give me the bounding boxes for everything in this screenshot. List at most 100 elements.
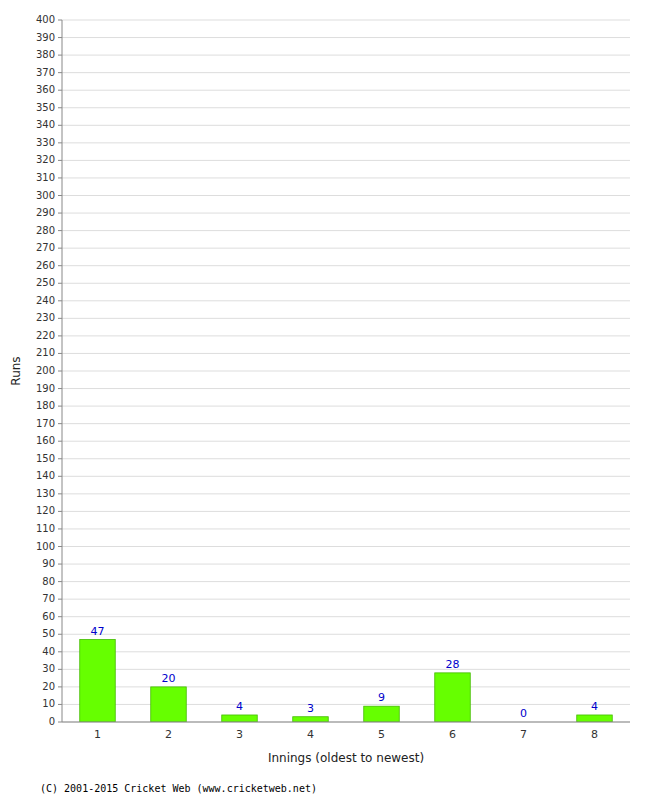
grid-line [62,546,630,547]
grid-line [62,248,630,249]
y-tick [58,72,62,73]
y-axis: 0102030405060708090100110120130140150160… [36,14,62,727]
bar [293,717,329,722]
bars [80,640,613,722]
y-tick-label: 400 [36,14,55,25]
x-tick-label: 4 [307,728,314,741]
x-tick-label: 8 [591,728,598,741]
y-tick [58,511,62,512]
y-tick-label: 40 [42,646,55,657]
y-tick [58,177,62,178]
x-tick-label: 1 [94,728,101,741]
y-tick-label: 330 [36,137,55,148]
data-label: 47 [91,625,105,638]
grid-line [62,177,630,178]
grid-line [62,616,630,617]
grid-line [62,195,630,196]
y-tick [58,669,62,670]
data-label: 3 [307,702,314,715]
y-tick-label: 270 [36,242,55,253]
grid-line [62,423,630,424]
grid-line [62,581,630,582]
grid-line [62,160,630,161]
bar [577,715,613,722]
y-tick-label: 50 [42,628,55,639]
y-tick [58,230,62,231]
grid-line [62,318,630,319]
y-tick-label: 310 [36,172,55,183]
grid-line [62,37,630,38]
y-tick [58,318,62,319]
y-tick [58,283,62,284]
y-tick-label: 320 [36,154,55,165]
y-tick [58,581,62,582]
y-tick [58,441,62,442]
grid-line [62,72,630,73]
y-tick [58,37,62,38]
x-axis-title: Innings (oldest to newest) [268,751,424,765]
grid-line [62,230,630,231]
y-tick-label: 350 [36,102,55,113]
y-tick [58,353,62,354]
grid-line [62,564,630,565]
y-tick-label: 370 [36,67,55,78]
y-tick [58,722,62,723]
y-tick-label: 380 [36,49,55,60]
y-tick-label: 360 [36,84,55,95]
y-tick-label: 210 [36,347,55,358]
y-tick [58,458,62,459]
y-tick [58,651,62,652]
grid-line [62,651,630,652]
y-tick [58,90,62,91]
y-tick [58,616,62,617]
y-tick [58,300,62,301]
bar [364,706,400,722]
y-tick-label: 70 [42,593,55,604]
grid-line [62,634,630,635]
bar [435,673,471,722]
y-tick-label: 290 [36,207,55,218]
grid-line [62,142,630,143]
grid-line [62,20,630,21]
y-tick [58,388,62,389]
x-tick-label: 6 [449,728,456,741]
y-tick-label: 220 [36,330,55,341]
grid-line [62,335,630,336]
x-tick-label: 2 [165,728,172,741]
y-tick-label: 170 [36,418,55,429]
grid-line [62,406,630,407]
data-label: 28 [446,658,460,671]
chart: 0102030405060708090100110120130140150160… [0,0,650,800]
y-tick-label: 150 [36,453,55,464]
y-tick-label: 200 [36,365,55,376]
y-tick [58,423,62,424]
grid-line [62,704,630,705]
y-tick-label: 110 [36,523,55,534]
y-tick-label: 90 [42,558,55,569]
y-tick [58,686,62,687]
grid-line [62,300,630,301]
bar [151,687,187,722]
y-tick-label: 10 [42,698,55,709]
y-tick-label: 300 [36,190,55,201]
y-tick [58,599,62,600]
y-tick [58,476,62,477]
data-label: 20 [162,672,176,685]
grid-line [62,493,630,494]
x-tick-label: 5 [378,728,385,741]
grid-line [62,388,630,389]
grid [62,20,630,722]
y-tick-label: 20 [42,681,55,692]
grid-line [62,265,630,266]
y-tick [58,371,62,372]
grid-line [62,686,630,687]
grid-line [62,371,630,372]
data-labels: 47204392804 [91,625,599,720]
y-tick [58,493,62,494]
y-tick [58,160,62,161]
y-tick-label: 0 [49,716,55,727]
y-tick-label: 130 [36,488,55,499]
y-axis-line [62,20,63,722]
x-axis-line [62,722,630,723]
y-tick [58,125,62,126]
